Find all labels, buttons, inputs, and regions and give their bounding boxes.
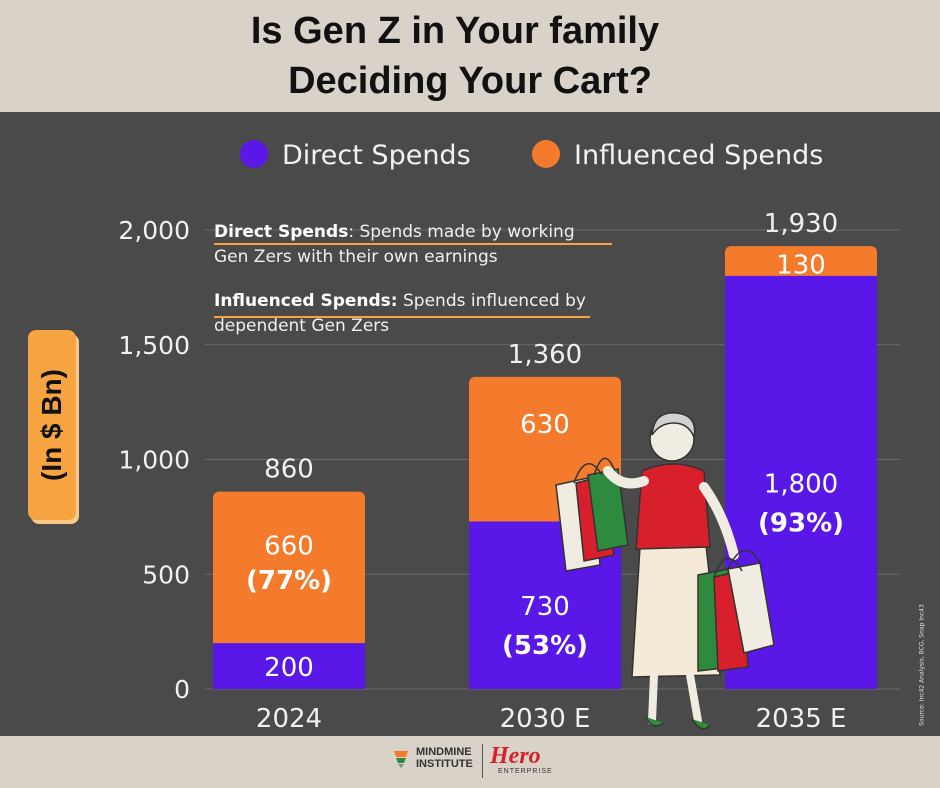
shopper-illustration [548,405,788,745]
legend-direct: Direct Spends [240,140,471,171]
note-influenced-underline [214,316,590,318]
leg-right [690,675,698,721]
total-label: 1,360 [508,340,582,370]
direct-value-label: 200 [264,653,314,683]
legend-direct-label: Direct Spends [282,140,471,171]
note-influenced: Influenced Spends: Spends influenced by … [214,289,594,339]
note-direct-term: Direct Spends [214,222,348,242]
total-label: 1,930 [764,209,838,239]
note-direct-underline [214,243,612,245]
source-note: Source: Inc42 Analysis, BCG, Snap Inc43 [919,604,926,726]
hero-wordmark: Hero [490,744,553,768]
y-tick-label: 1,500 [118,331,190,360]
legend-influenced: Influenced Spends [532,140,823,171]
y-axis-label-box: (In $ Bn) [28,330,76,520]
total-label: 860 [264,455,314,485]
legend-influenced-swatch [532,140,560,168]
note-influenced-term: Influenced Spends: [214,291,398,311]
x-tick-label: 2024 [256,704,322,734]
mindmine-icon [392,747,410,769]
title-line-2: Deciding Your Cart? [0,60,940,103]
hero-logo: Hero ENTERPRISE [490,744,553,775]
leg-left [652,675,654,721]
mindmine-line-2: INSTITUTE [416,758,473,770]
mindmine-line-1: MINDMINE [416,746,473,758]
influenced-pct-label: (77%) [246,566,332,596]
influenced-value-label: 130 [776,250,826,280]
title-line-1: Is Gen Z in Your family [0,10,925,53]
arm-left [608,471,644,483]
mindmine-wordmark: MINDMINE INSTITUTE [416,746,473,770]
chart-panel: 0 500 1,000 1,500 2,000 2024 860 2030 E 1,360 203… [0,112,940,736]
y-tick-label: 1,000 [118,446,190,475]
note-direct: Direct Spends: Spends made by working Ge… [214,220,614,270]
y-tick-label: 0 [174,675,190,704]
legend-direct-swatch [240,140,268,168]
influenced-value-label: 660 [264,531,314,561]
legend-influenced-label: Influenced Spends [574,140,823,171]
y-tick-label: 500 [142,560,190,589]
title-band: Is Gen Z in Your family Deciding Your Ca… [0,0,940,112]
y-axis-label: (In $ Bn) [36,369,68,481]
top [636,464,710,549]
hero-subtitle: ENTERPRISE [498,768,553,775]
mindmine-logo: MINDMINE INSTITUTE [392,746,473,770]
y-tick-label: 2,000 [118,216,190,245]
logo-divider [482,744,483,778]
footer: MINDMINE INSTITUTE Hero ENTERPRISE [0,736,940,788]
